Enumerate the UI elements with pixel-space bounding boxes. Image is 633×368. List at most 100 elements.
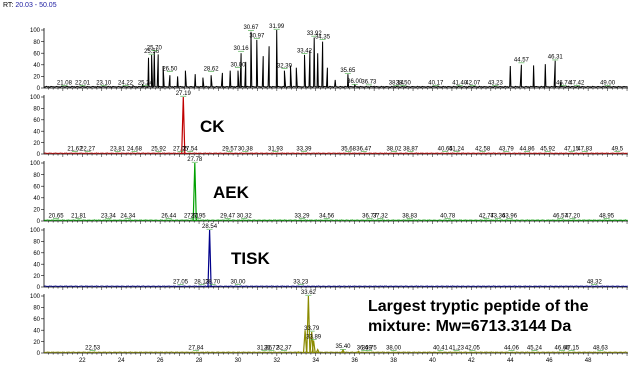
peak-label-tisk: 27.05 <box>173 279 189 285</box>
peak-label-ck: 38.87 <box>403 146 419 152</box>
peak-label-largest: 36.75 <box>362 345 378 351</box>
peak-label-tic: 31.99 <box>269 24 285 30</box>
peak-label-tisk: 30.00 <box>230 279 246 285</box>
peak-label-ck: 29.57 <box>222 146 238 152</box>
peak-label-tic: 33.92 <box>307 31 323 37</box>
peak-label-ck: 25.92 <box>151 146 167 152</box>
y-tick-label: 40 <box>33 262 40 268</box>
peak-label-tisk: 28.54 <box>202 224 218 230</box>
peak-label-ck: 47.15 <box>564 146 580 152</box>
peak-label-tic: 25.24 <box>138 80 154 86</box>
series-name-line: mixture: Mw=6713.3144 Da <box>368 318 571 335</box>
peak-label-tic: 43.23 <box>488 80 504 86</box>
x-tick-label: 44 <box>507 358 514 364</box>
peak-label-largest: 44.06 <box>504 345 520 351</box>
peak-label-ck: 47.83 <box>577 146 593 152</box>
peak-label-aek: 38.83 <box>402 213 418 219</box>
peak-label-ck: 45.92 <box>540 146 556 152</box>
peak-label-aek: 48.95 <box>599 213 615 219</box>
peak-largest-5 <box>315 348 320 354</box>
peak-label-ck: 23.81 <box>110 146 126 152</box>
peak-label-largest: 35.40 <box>335 344 351 350</box>
peak-label-aek: 27.61 <box>184 213 200 219</box>
peak-label-tic: 34.35 <box>315 34 331 40</box>
peak-label-ck: 21.62 <box>67 146 83 152</box>
peak-label-aek: 30.32 <box>237 213 253 219</box>
x-tick-label: 28 <box>196 358 203 364</box>
x-tick-label: 24 <box>118 358 125 364</box>
baseline-aek <box>43 219 628 221</box>
peak-label-ck: 30.38 <box>238 146 254 152</box>
x-tick-label: 32 <box>274 358 281 364</box>
peak-label-aek: 40.78 <box>440 213 456 219</box>
peak-label-largest: 32.37 <box>277 345 293 351</box>
peak-ck-0 <box>181 96 186 155</box>
peak-label-tic: 42.07 <box>465 80 481 86</box>
y-tick-label: 20 <box>33 340 40 346</box>
peak-label-ck: 43.79 <box>499 146 515 152</box>
retention-time-label: RT: <box>3 2 14 9</box>
y-tick-label: 60 <box>33 251 40 257</box>
peak-label-ck: 33.39 <box>296 146 312 152</box>
y-tick-label: 60 <box>33 317 40 323</box>
y-tick-label: 100 <box>30 161 41 167</box>
peak-label-tic: 25.56 <box>144 49 160 55</box>
peak-label-aek: 24.34 <box>120 213 136 219</box>
x-tick-label: 48 <box>585 358 592 364</box>
peak-label-tic: 36.73 <box>361 80 377 86</box>
peak-label-tic: 46.74 <box>556 80 572 86</box>
peak-label-aek: 23.34 <box>101 213 117 219</box>
x-tick-label: 34 <box>312 358 319 364</box>
y-tick-label: 0 <box>37 351 41 357</box>
peak-label-tic: 36.00 <box>347 79 363 85</box>
peak-label-tic: 30.67 <box>243 25 259 31</box>
peak-label-largest: 47.15 <box>564 345 580 351</box>
peak-label-tisk: 28.70 <box>205 279 221 285</box>
y-tick-label: 60 <box>33 51 40 57</box>
peak-label-tic: 46.31 <box>548 55 564 61</box>
y-tick-label: 80 <box>33 107 40 113</box>
y-tick-label: 100 <box>30 28 41 34</box>
peak-label-aek: 43.96 <box>502 213 518 219</box>
peak-label-largest: 36.49 <box>357 345 373 351</box>
y-tick-label: 40 <box>33 328 40 334</box>
peak-label-aek: 20.65 <box>49 213 65 219</box>
peak-largest-1 <box>302 330 308 354</box>
y-tick-label: 20 <box>33 274 40 280</box>
peak-label-aek: 47.20 <box>565 213 581 219</box>
peak-label-ck: 27.05 <box>173 146 189 152</box>
peak-label-aek: 29.47 <box>220 213 236 219</box>
peak-largest-4 <box>311 340 316 354</box>
peak-tisk-0 <box>207 229 212 288</box>
y-tick-label: 100 <box>30 294 41 300</box>
peak-label-tisk: 48.32 <box>587 279 603 285</box>
baseline-tisk <box>43 285 628 287</box>
retention-time-value: 20.03 - 50.05 <box>15 2 57 9</box>
y-tick-label: 80 <box>33 306 40 312</box>
y-tick-label: 40 <box>33 196 40 202</box>
peak-label-ck: 35.68 <box>341 146 357 152</box>
y-tick-label: 0 <box>37 219 41 225</box>
peak-largest-7 <box>356 350 361 354</box>
peak-label-largest: 31.36 <box>257 345 273 351</box>
series-name-line: Largest tryptic peptide of the <box>368 298 589 315</box>
peak-label-tic: 30.00 <box>230 62 246 68</box>
x-tick-label: 22 <box>79 358 86 364</box>
peak-label-ck: 44.86 <box>520 146 536 152</box>
peak-label-ck: 27.19 <box>176 91 192 97</box>
y-tick-label: 60 <box>33 184 40 190</box>
peak-label-aek: 42.77 <box>479 213 495 219</box>
peak-label-ck: 49.5 <box>611 146 623 152</box>
peak-label-ck: 40.65 <box>438 146 454 152</box>
peak-label-aek: 34.56 <box>319 213 335 219</box>
peak-label-largest: 22.53 <box>85 345 101 351</box>
peak-label-tic: 44.57 <box>514 58 530 64</box>
peak-label-tic: 47.42 <box>569 80 585 86</box>
peak-label-largest: 48.63 <box>593 345 609 351</box>
panel-tic: 0 20 40 60 80 100 21.08 22.01 23.10 24.22 25.24 25.… <box>30 24 628 92</box>
peak-label-tic: 30.16 <box>234 46 250 52</box>
peak-label-tic: 25.70 <box>147 45 163 51</box>
baseline-ck <box>43 152 628 154</box>
